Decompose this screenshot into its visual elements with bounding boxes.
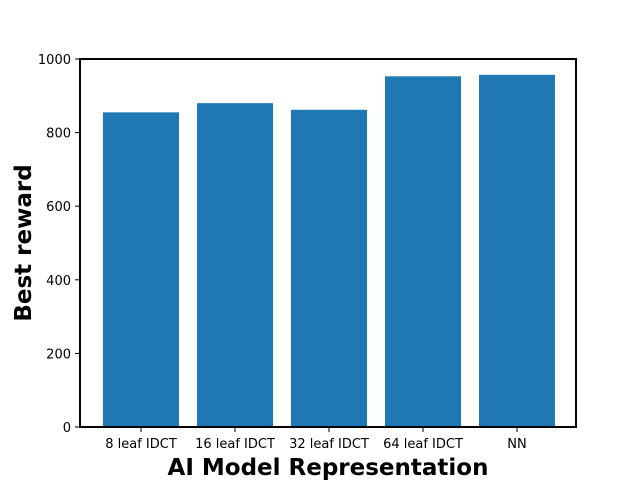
plot-frame <box>79 58 577 428</box>
x-tick-label: 32 leaf IDCT <box>289 437 369 452</box>
y-tick-label: 800 <box>46 127 71 142</box>
x-tick-label: NN <box>507 437 526 452</box>
y-axis-title: Best reward <box>11 164 37 321</box>
bar-nn <box>479 74 555 427</box>
bar-64-leaf-idct <box>385 76 461 428</box>
x-tick-label: 8 leaf IDCT <box>105 437 177 452</box>
x-axis-ticks: 8 leaf IDCT 16 leaf IDCT 32 leaf IDCT 64 le… <box>105 427 527 452</box>
y-tick-label: 1000 <box>38 53 71 68</box>
y-axis-ticks: 0 200 400 600 800 1000 <box>38 53 80 436</box>
bar-8-leaf-idct <box>103 112 179 428</box>
bars-group <box>103 74 555 428</box>
bar-32-leaf-idct <box>291 109 367 427</box>
x-tick-label: 16 leaf IDCT <box>195 437 275 452</box>
x-tick-label: 64 leaf IDCT <box>383 437 463 452</box>
y-tick-label: 200 <box>46 347 71 362</box>
y-tick-label: 400 <box>46 274 71 289</box>
y-tick-label: 600 <box>46 200 71 215</box>
x-axis-title: AI Model Representation <box>168 455 489 480</box>
y-tick-label: 0 <box>63 421 71 436</box>
bar-16-leaf-idct <box>197 103 273 427</box>
